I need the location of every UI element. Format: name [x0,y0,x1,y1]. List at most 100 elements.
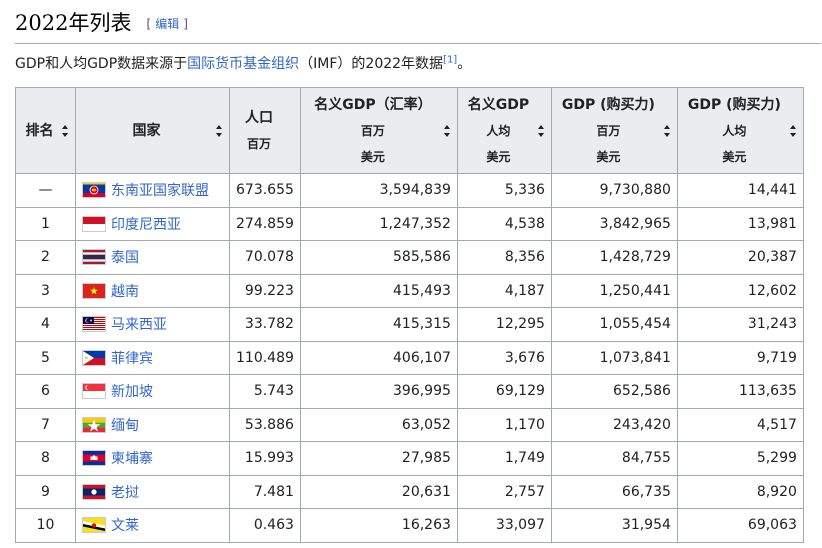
header-country[interactable]: 国家 [75,87,230,174]
singapore-flag-icon[interactable] [82,383,106,400]
sort-icon[interactable] [62,124,69,137]
population-value: 274.859 [236,215,294,232]
gdp-ppp-pc-value: 20,387 [747,249,797,266]
cell-gdp-ppp-pc: 20,387 [676,240,804,275]
cell-gdp-ppp-pc: 9,719 [676,340,804,375]
sort-icon[interactable] [216,124,223,137]
sort-icon[interactable] [443,124,451,137]
header-gdp-ppp-currency: 美元 [596,149,621,164]
gdp-ppp-pc-value: 9,719 [756,349,797,366]
gdp-nominal-pc-value: 1,749 [504,450,545,467]
brunei-flag-icon[interactable] [82,517,106,534]
country-link[interactable]: 泰国 [111,250,139,267]
header-gdp-ppp-pc-label: GDP (购买力) [687,96,781,113]
cell-gdp-nominal-pc: 4,538 [456,206,552,241]
cell-country: 老挝 [75,474,230,509]
vietnam-flag-icon[interactable] [82,282,106,299]
cell-country: 文莱 [75,508,230,543]
cell-country: 柬埔寨 [75,441,230,476]
gdp-ppp-pc-value: 5,299 [756,450,797,467]
sort-icon[interactable] [537,124,545,137]
country-link[interactable]: 马来西亚 [111,317,167,334]
cell-gdp-nominal: 585,586 [299,240,458,275]
cell-gdp-ppp: 1,250,441 [550,273,678,308]
section-title: 2022年列表 [15,11,132,35]
country-link[interactable]: 柬埔寨 [111,451,153,468]
header-gdp-nominal-pc[interactable]: 名义GDP 人均 美元 [456,87,552,174]
thailand-flag-icon[interactable] [82,249,106,266]
myanmar-flag-icon[interactable] [82,416,106,433]
gdp-ppp-pc-value: 12,602 [747,282,797,299]
cell-population: 274.859 [229,206,301,241]
gdp-ppp-pc-value: 14,441 [747,182,797,199]
rank-value: 5 [41,349,50,366]
rank-value: — [38,182,53,199]
cell-gdp-nominal: 406,107 [299,340,458,375]
gdp-ppp-pc-value: 69,063 [747,517,797,534]
asean-flag-icon[interactable] [82,182,106,199]
malaysia-flag-icon[interactable] [82,316,106,333]
country-link[interactable]: 新加坡 [111,384,153,401]
cell-gdp-ppp: 1,073,841 [550,340,678,375]
country-link[interactable]: 老挝 [111,484,139,501]
country-link[interactable]: 缅甸 [111,417,139,434]
reference-link[interactable]: [1] [443,54,458,66]
gdp-nominal-value: 27,985 [401,450,451,467]
population-value: 5.743 [253,383,294,400]
cell-gdp-ppp: 84,755 [550,441,678,476]
table-header-row: 排名 国家 人口 百万 名义GDP（汇率） 百万 美元 [15,87,804,174]
country-link[interactable]: 东南亚国家联盟 [111,183,209,200]
table-row: 6 新加坡 5.743 396,995 69,129 652,586 113,635 [15,374,804,409]
header-population[interactable]: 人口 百万 [229,87,301,174]
country-link[interactable]: 印度尼西亚 [111,216,181,233]
cell-rank: 10 [15,508,76,543]
cell-country: 马来西亚 [75,307,230,342]
header-gdp-nominal-pc-label: 名义GDP [467,96,530,113]
sort-icon[interactable] [663,124,671,137]
cell-gdp-nominal-pc: 1,749 [456,441,552,476]
cell-gdp-nominal: 1,247,352 [299,206,458,241]
gdp-nominal-value: 3,594,839 [379,182,451,199]
indonesia-flag-icon[interactable] [82,215,106,232]
cell-gdp-nominal: 3,594,839 [299,173,458,208]
edit-link[interactable]: 编辑 [155,17,180,31]
cell-gdp-ppp-pc: 14,441 [676,173,804,208]
rank-value: 3 [41,282,50,299]
cell-gdp-ppp-pc: 5,299 [676,441,804,476]
header-gdp-nominal-pc-unit: 人均 [486,123,511,138]
population-value: 0.463 [253,517,294,534]
cambodia-flag-icon[interactable] [82,450,106,467]
intro-text-middle: （IMF）的2022年数据 [299,56,444,72]
cell-gdp-ppp-pc: 4,517 [676,407,804,442]
cell-country: 印度尼西亚 [75,206,230,241]
country-link[interactable]: 菲律宾 [111,350,153,367]
cell-rank: 2 [15,240,76,275]
philippines-flag-icon[interactable] [82,349,106,366]
gdp-nominal-pc-value: 33,097 [495,517,545,534]
table-row: — 东南亚国家联盟 673.655 3,594,839 5,336 9,730,880 14… [15,173,804,208]
imf-link[interactable]: 国际货币基金组织 [187,56,300,72]
cell-gdp-ppp-pc: 69,063 [676,508,804,543]
rank-value: 4 [41,316,50,333]
header-rank[interactable]: 排名 [15,87,76,174]
country-link[interactable]: 文莱 [111,518,139,535]
laos-flag-icon[interactable] [82,483,106,500]
header-gdp-nominal-label: 名义GDP（汇率） [314,96,432,113]
cell-gdp-nominal-pc: 33,097 [456,508,552,543]
header-gdp-nominal-pc-currency: 美元 [486,149,511,164]
gdp-ppp-value: 1,428,729 [599,249,671,266]
cell-country: 菲律宾 [75,340,230,375]
country-link[interactable]: 越南 [111,283,139,300]
rank-value: 7 [41,416,50,433]
cell-gdp-ppp: 9,730,880 [550,173,678,208]
header-gdp-nominal-unit: 百万 [360,123,385,138]
gdp-nominal-value: 396,995 [393,383,451,400]
cell-rank: 6 [15,374,76,409]
header-gdp-ppp-pc[interactable]: GDP (购买力) 人均 美元 [676,87,804,174]
sort-icon[interactable] [789,124,797,137]
population-value: 673.655 [236,182,294,199]
header-gdp-ppp[interactable]: GDP (购买力) 百万 美元 [550,87,678,174]
header-gdp-ppp-pc-currency: 美元 [722,149,747,164]
header-gdp-ppp-unit: 百万 [596,123,621,138]
header-gdp-nominal[interactable]: 名义GDP（汇率） 百万 美元 [299,87,458,174]
